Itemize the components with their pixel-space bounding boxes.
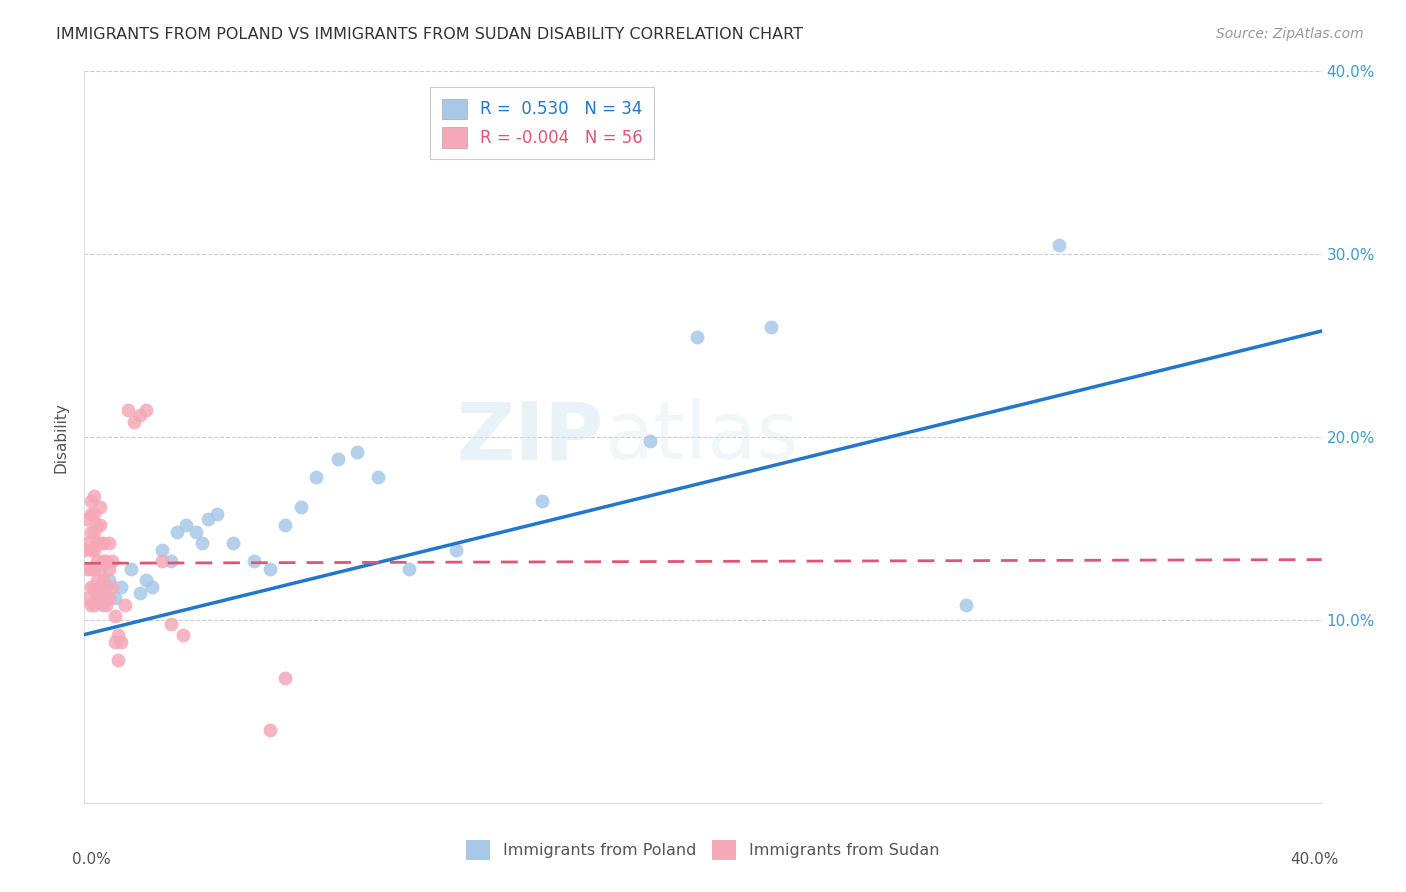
Point xyxy=(76,536,98,550)
Point xyxy=(94,599,117,613)
Point xyxy=(86,517,108,532)
Point xyxy=(86,585,108,599)
Point xyxy=(79,494,101,508)
Point xyxy=(89,580,111,594)
Point xyxy=(197,512,219,526)
Point xyxy=(172,627,194,641)
Point xyxy=(83,507,105,521)
Point xyxy=(120,562,142,576)
Point xyxy=(129,408,152,422)
Point xyxy=(79,599,101,613)
Point xyxy=(243,554,266,568)
Point xyxy=(444,543,467,558)
Point xyxy=(94,580,117,594)
Point xyxy=(166,525,188,540)
Point xyxy=(91,591,114,605)
Point xyxy=(150,543,173,558)
Point xyxy=(94,554,117,568)
Point xyxy=(83,489,105,503)
Point xyxy=(98,562,121,576)
Point xyxy=(91,536,114,550)
Point xyxy=(76,512,98,526)
Point xyxy=(104,591,127,605)
Point xyxy=(955,599,977,613)
Point xyxy=(150,554,173,568)
Point xyxy=(274,672,297,686)
Point xyxy=(107,653,129,667)
Point xyxy=(83,580,105,594)
Point xyxy=(367,470,389,484)
Point xyxy=(86,573,108,587)
Point xyxy=(176,517,198,532)
Text: atlas: atlas xyxy=(605,398,799,476)
Point xyxy=(98,536,121,550)
Point xyxy=(91,554,114,568)
Point xyxy=(83,525,105,540)
Point xyxy=(141,580,163,594)
Point xyxy=(326,452,349,467)
Point xyxy=(305,470,328,484)
Point xyxy=(122,416,145,430)
Point xyxy=(135,573,157,587)
Point xyxy=(184,525,207,540)
Point xyxy=(290,500,312,514)
Point xyxy=(110,635,132,649)
Point xyxy=(86,536,108,550)
Text: ZIP: ZIP xyxy=(457,398,605,476)
Point xyxy=(86,591,108,605)
Point xyxy=(117,402,139,417)
Point xyxy=(79,507,101,521)
Point xyxy=(129,585,152,599)
Point xyxy=(274,517,297,532)
Point xyxy=(398,562,420,576)
Point xyxy=(91,599,114,613)
Point xyxy=(86,554,108,568)
Point xyxy=(89,517,111,532)
Point xyxy=(98,573,121,587)
Point xyxy=(114,599,136,613)
Point xyxy=(640,434,662,448)
Point xyxy=(79,543,101,558)
Point xyxy=(79,525,101,540)
Text: IMMIGRANTS FROM POLAND VS IMMIGRANTS FROM SUDAN DISABILITY CORRELATION CHART: IMMIGRANTS FROM POLAND VS IMMIGRANTS FRO… xyxy=(56,27,803,42)
Point xyxy=(79,562,101,576)
Text: Source: ZipAtlas.com: Source: ZipAtlas.com xyxy=(1216,27,1364,41)
Point xyxy=(191,536,214,550)
Point xyxy=(531,494,554,508)
Point xyxy=(686,329,709,343)
Point xyxy=(346,444,368,458)
Point xyxy=(110,580,132,594)
Point xyxy=(91,573,114,587)
Point xyxy=(89,536,111,550)
Point xyxy=(222,536,245,550)
Point xyxy=(259,723,281,737)
Point xyxy=(101,554,124,568)
Text: 40.0%: 40.0% xyxy=(1291,852,1339,867)
Point xyxy=(76,562,98,576)
Point xyxy=(101,580,124,594)
Text: 0.0%: 0.0% xyxy=(72,852,111,867)
Point xyxy=(207,507,229,521)
Point xyxy=(107,627,129,641)
Legend: R =  0.530   N = 34, R = -0.004   N = 56: R = 0.530 N = 34, R = -0.004 N = 56 xyxy=(430,87,654,160)
Point xyxy=(104,635,127,649)
Point xyxy=(83,543,105,558)
Point xyxy=(135,402,157,417)
Legend: Immigrants from Poland, Immigrants from Sudan: Immigrants from Poland, Immigrants from … xyxy=(460,834,946,866)
Point xyxy=(76,591,98,605)
Point xyxy=(160,616,183,631)
Point xyxy=(89,500,111,514)
Point xyxy=(79,580,101,594)
Point xyxy=(98,591,121,605)
Point xyxy=(160,554,183,568)
Point xyxy=(259,562,281,576)
Point xyxy=(104,609,127,624)
Point xyxy=(83,599,105,613)
Point xyxy=(89,562,111,576)
Point xyxy=(73,543,96,558)
Point xyxy=(83,562,105,576)
Point xyxy=(1047,238,1070,252)
Y-axis label: Disability: Disability xyxy=(53,401,69,473)
Point xyxy=(759,320,782,334)
